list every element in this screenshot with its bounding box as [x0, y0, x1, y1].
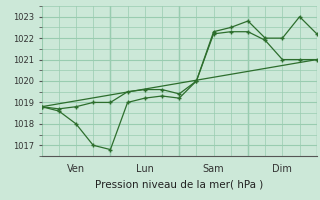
Text: Dim: Dim — [272, 164, 292, 174]
Text: Ven: Ven — [67, 164, 85, 174]
Text: Lun: Lun — [136, 164, 154, 174]
Text: Sam: Sam — [203, 164, 224, 174]
X-axis label: Pression niveau de la mer( hPa ): Pression niveau de la mer( hPa ) — [95, 180, 263, 190]
